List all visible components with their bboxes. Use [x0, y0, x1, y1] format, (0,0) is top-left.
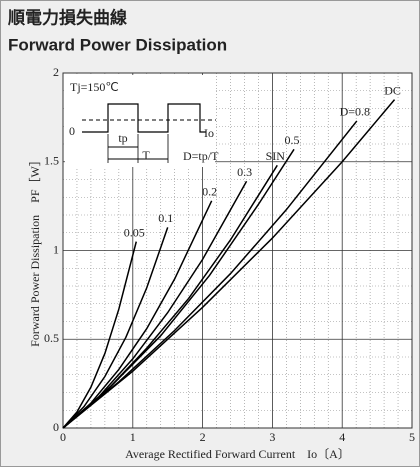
series-label: 0.05	[124, 225, 145, 239]
x-tick-label: 2	[200, 430, 206, 444]
y-tick-label: 1.5	[44, 154, 59, 168]
chart-subtitle: Forward Power Dissipation	[8, 35, 227, 54]
y-tick-label: 2	[53, 65, 59, 79]
series-label: D=0.8	[340, 105, 370, 119]
annotation: T	[142, 148, 150, 162]
series-line	[62, 148, 295, 429]
y-tick-label: 1	[53, 242, 59, 256]
y-axis-label: Forward Power Dissipation PF［W］	[28, 154, 42, 347]
annotation: Io	[204, 126, 214, 140]
series-label: 0.3	[237, 165, 252, 179]
axes-border	[62, 72, 413, 429]
series-label: 0.1	[158, 211, 173, 225]
annotation: tp	[118, 131, 127, 145]
y-tick-label: 0.5	[44, 331, 59, 345]
series-label: DC	[384, 83, 401, 97]
waveform	[82, 103, 206, 133]
series-label: 0.5	[285, 133, 300, 147]
x-tick-label: 3	[269, 430, 275, 444]
series-line	[62, 241, 138, 429]
y-tick-label: 0	[53, 420, 59, 434]
annotation: Tj=150℃	[70, 80, 119, 94]
x-tick-label: 1	[130, 430, 136, 444]
series-line	[62, 227, 169, 429]
chart-title: 順電力損失曲線	[8, 7, 127, 27]
series-label: 0.2	[202, 185, 217, 199]
inset-box	[65, 75, 215, 167]
x-tick-label: 4	[339, 430, 345, 444]
annotation: 0	[69, 124, 75, 138]
x-axis-label: Average Rectified Forward Current Io〔A〕	[125, 447, 350, 461]
annotation: D=tp/T	[183, 149, 219, 163]
series-line	[62, 99, 396, 429]
x-tick-label: 5	[409, 430, 415, 444]
series-label: SIN	[266, 149, 286, 163]
x-tick-label: 0	[60, 430, 66, 444]
